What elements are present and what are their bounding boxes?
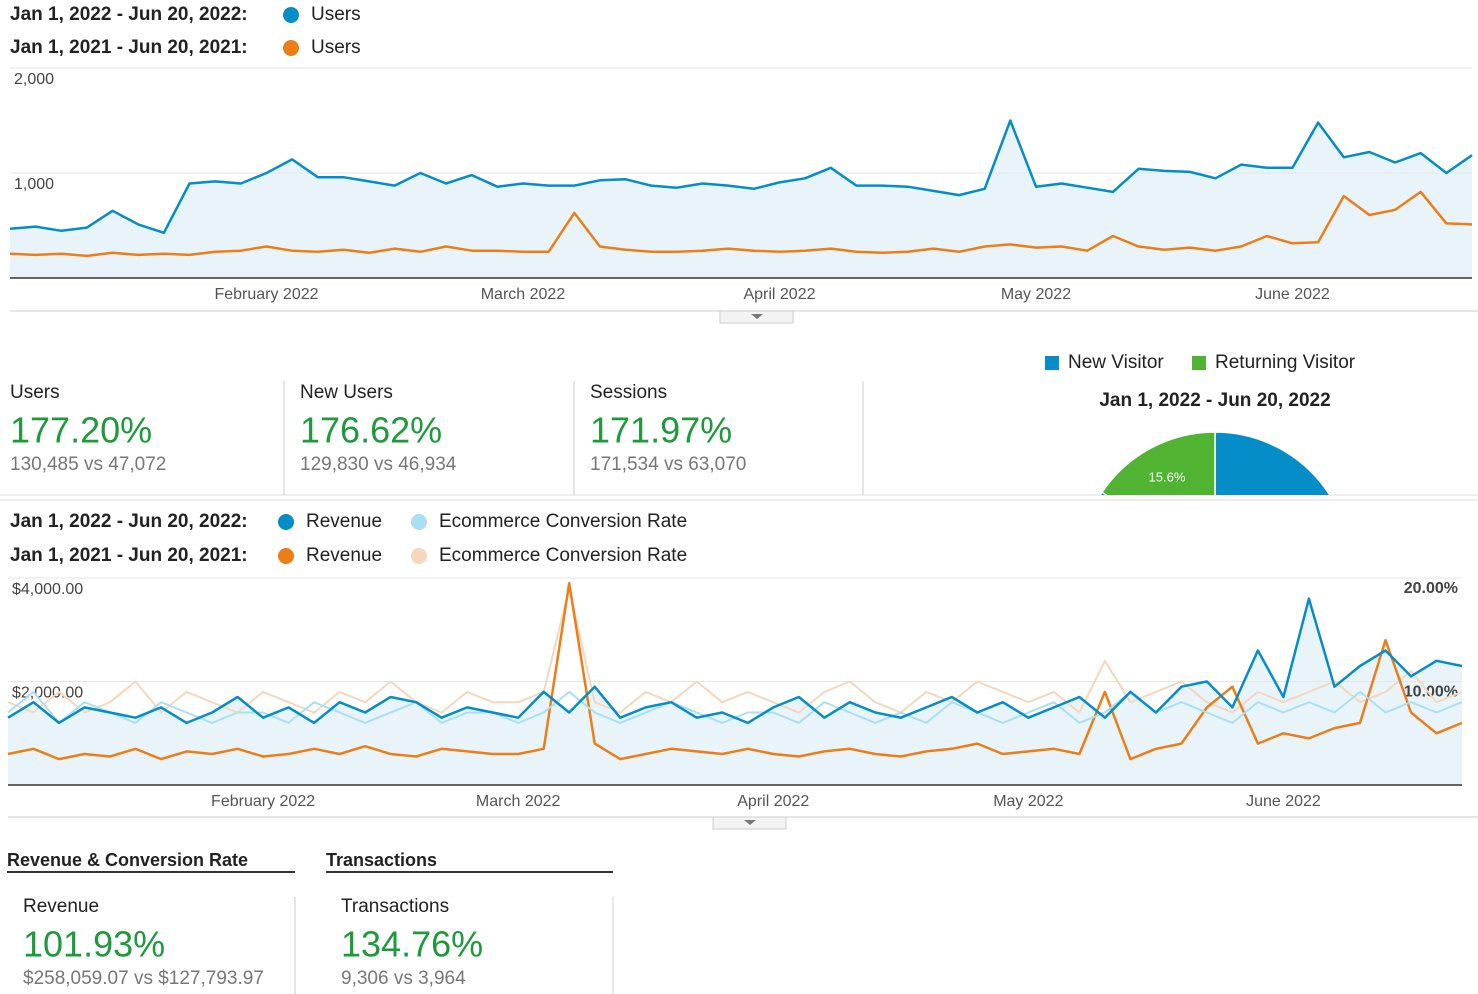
metric-compare: 130,485 vs 47,072	[10, 454, 166, 475]
expand-arrow	[751, 314, 763, 319]
legend-period: Jan 1, 2022 - Jun 20, 2022:	[10, 511, 248, 532]
legend-dot	[278, 548, 294, 564]
legend-swatch	[1192, 356, 1206, 370]
metric-value: 101.93%	[23, 924, 165, 965]
series-line	[9, 119, 1473, 235]
legend-dot	[278, 514, 294, 530]
metric-label: Transactions	[341, 896, 449, 917]
metric-compare: 129,830 vs 46,934	[300, 454, 457, 475]
x-tick-label: February 2022	[214, 286, 318, 303]
y-tick-label: $2,000.00	[12, 685, 83, 702]
area	[10, 120, 1472, 278]
area	[8, 598, 1462, 785]
legend-label: Users	[311, 4, 361, 25]
legend-label: Ecommerce Conversion Rate	[439, 511, 687, 532]
legend-label: Returning Visitor	[1215, 352, 1356, 373]
pie-slice	[1100, 431, 1216, 495]
legend-period: Jan 1, 2022 - Jun 20, 2022:	[10, 4, 248, 25]
slice-label: 15.6%	[1149, 469, 1186, 484]
legend-label: New Visitor	[1068, 352, 1164, 373]
legend-label: Ecommerce Conversion Rate	[439, 545, 687, 566]
y-tick-label: $4,000.00	[12, 581, 83, 598]
metric-compare: $258,059.07 vs $127,793.97	[23, 968, 264, 989]
metric-compare: 9,306 vs 3,964	[341, 968, 466, 989]
expand-arrow	[744, 820, 756, 825]
x-tick-label: June 2022	[1246, 793, 1321, 810]
x-tick-label: March 2022	[481, 286, 566, 303]
legend-label: Revenue	[306, 545, 382, 566]
x-tick-label: March 2022	[476, 793, 561, 810]
metric-value: 176.62%	[300, 410, 442, 451]
x-tick-label: May 2022	[1001, 286, 1071, 303]
pie-subtitle: Jan 1, 2022 - Jun 20, 2022	[1099, 390, 1330, 411]
series-line	[9, 190, 1473, 258]
x-tick-label: April 2022	[743, 286, 815, 303]
legend-dot	[411, 548, 427, 564]
series-line	[7, 587, 1463, 714]
metric-value: 177.20%	[10, 410, 152, 451]
x-tick-label: February 2022	[211, 793, 315, 810]
x-tick-label: June 2022	[1255, 286, 1330, 303]
legend-label: Revenue	[306, 511, 382, 532]
x-tick-label: April 2022	[737, 793, 809, 810]
series-line	[7, 581, 1463, 761]
legend-swatch	[1045, 356, 1059, 370]
series-line	[7, 597, 1463, 725]
legend-dot	[283, 40, 299, 56]
y-tick-label: 1,000	[14, 176, 54, 193]
legend-dot	[283, 7, 299, 23]
metric-label: Revenue	[23, 896, 99, 917]
pie: 15.6%	[1099, 431, 1331, 495]
metric-value: 171.97%	[590, 410, 732, 451]
tab[interactable]: Revenue & Conversion Rate	[7, 850, 248, 870]
metric-label: Sessions	[590, 382, 667, 403]
legend-label: Users	[311, 37, 361, 58]
metric-label: New Users	[300, 382, 393, 403]
tab[interactable]: Transactions	[326, 850, 437, 870]
legend-dot	[411, 514, 427, 530]
x-tick-label: May 2022	[993, 793, 1063, 810]
metric-value: 134.76%	[341, 924, 483, 965]
legend-period: Jan 1, 2021 - Jun 20, 2021:	[10, 37, 248, 58]
legend-period: Jan 1, 2021 - Jun 20, 2021:	[10, 545, 248, 566]
metric-label: Users	[10, 382, 60, 403]
y2-tick-label: 10.00%	[1404, 684, 1458, 701]
y-tick-label: 2,000	[14, 71, 54, 88]
y2-tick-label: 20.00%	[1404, 580, 1458, 597]
metric-compare: 171,534 vs 63,070	[590, 454, 746, 475]
